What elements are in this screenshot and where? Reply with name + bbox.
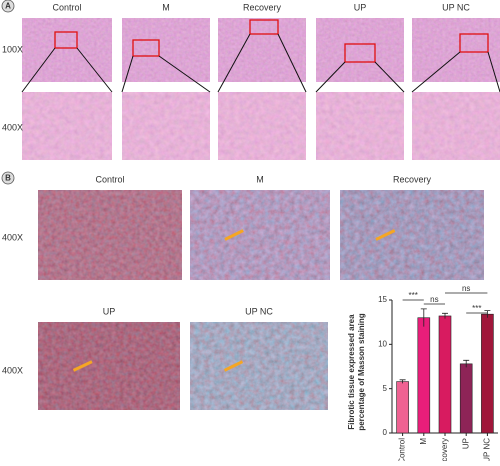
zoom-box (132, 39, 160, 57)
micrograph-texture (122, 18, 210, 82)
error-bar (484, 310, 491, 318)
zoom-line (21, 47, 56, 93)
x-tick-label: UP (461, 438, 470, 449)
column-label: UP NC (442, 2, 470, 12)
column-label: UP (354, 2, 367, 12)
x-tick-label: UP NC (483, 438, 492, 461)
significance-label: ns (430, 295, 438, 304)
micrograph-texture (412, 18, 500, 82)
micrograph-texture (218, 18, 306, 82)
error-bar (463, 359, 470, 368)
micrograph-texture (316, 92, 404, 160)
row-label: 400X (2, 232, 23, 242)
column-label: M (256, 174, 264, 184)
bar (396, 381, 409, 434)
arrow-marker (375, 229, 396, 241)
zoom-line (217, 33, 251, 93)
error-bar (442, 312, 448, 319)
error-bar (420, 308, 427, 327)
micrograph-texture (340, 190, 484, 280)
row-label: 400X (2, 365, 23, 375)
zoom-line (315, 61, 346, 93)
micrograph-texture (190, 322, 328, 410)
y-tick-label: 15 (378, 295, 387, 304)
y-tick-label: 5 (383, 384, 388, 393)
zoom-box (459, 33, 489, 53)
significance-label: ns (462, 284, 470, 293)
column-label: UP (103, 306, 116, 316)
micrograph-texture (38, 322, 180, 410)
panel-label: B (5, 174, 11, 183)
bar (481, 313, 494, 434)
arrow-marker (224, 229, 244, 241)
y-tick-label: 0 (383, 428, 388, 437)
arrow-marker (72, 360, 93, 372)
bar (417, 317, 431, 434)
zoom-line (76, 47, 113, 93)
zoom-line (121, 55, 134, 93)
column-label: M (162, 2, 170, 12)
y-axis-label: Fibrotic tissue expressed area (347, 314, 356, 430)
row-label: 100X (2, 44, 23, 54)
arrow-marker (223, 360, 244, 372)
micrograph-texture (122, 92, 210, 160)
x-tick-label: Control (398, 438, 407, 461)
zoom-line (158, 55, 211, 93)
zoom-line (411, 51, 461, 93)
zoom-box (54, 31, 78, 49)
zoom-line (374, 61, 405, 93)
row-label: 400X (2, 122, 23, 132)
y-tick-label: 10 (378, 339, 387, 348)
panel-label: A (5, 2, 11, 11)
zoom-line (277, 33, 307, 93)
zoom-box (249, 19, 279, 35)
panel-badge (1, 0, 15, 13)
zoom-box (344, 43, 376, 63)
column-label: Control (95, 174, 124, 184)
y-axis-label: percentage of Masson staining (357, 313, 366, 430)
micrograph-texture (218, 92, 306, 160)
panel-badge (1, 171, 15, 185)
error-bar (399, 379, 406, 384)
x-tick-label: M (419, 438, 428, 445)
bar (459, 363, 473, 434)
zoom-line (487, 51, 500, 93)
micrograph-texture (316, 18, 404, 82)
column-label: Recovery (243, 2, 282, 12)
column-label: Control (52, 2, 81, 12)
micrograph-texture (38, 190, 182, 280)
micrograph-texture (22, 18, 112, 82)
column-label: UP NC (245, 306, 273, 316)
micrograph-texture (22, 92, 112, 160)
x-tick-label: Recovery (440, 438, 449, 461)
significance-label: *** (472, 304, 481, 313)
micrograph-texture (190, 190, 330, 280)
column-label: Recovery (393, 174, 432, 184)
significance-label: *** (409, 291, 418, 300)
micrograph-texture (412, 92, 500, 160)
bar (438, 315, 452, 434)
